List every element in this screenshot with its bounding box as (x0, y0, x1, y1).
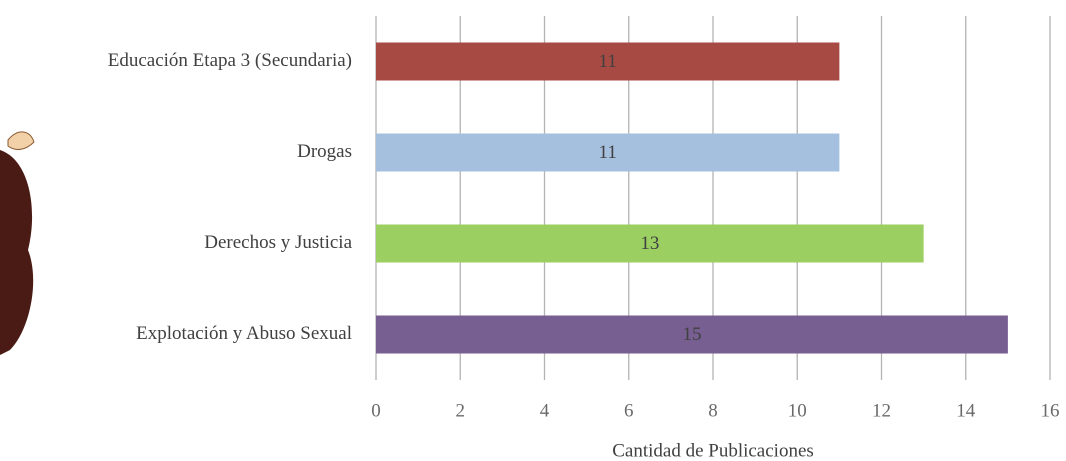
chart: Cantidad de Publicaciones 0 2 4 6 8 10 12 14 16 E… (0, 0, 1066, 461)
data-label: 15 (682, 324, 701, 345)
x-tick-label: 6 (624, 400, 634, 421)
x-tick-label: 2 (456, 400, 466, 421)
x-tick-label: 10 (788, 400, 807, 421)
x-tick-label: 8 (708, 400, 718, 421)
cartoon-figure (0, 150, 33, 355)
data-label: 11 (599, 142, 617, 163)
x-axis-title: Cantidad de Publicaciones (612, 440, 814, 461)
x-tick-label: 0 (371, 400, 381, 421)
y-tick-label: Derechos y Justicia (204, 232, 352, 253)
x-tick-label: 12 (872, 400, 891, 421)
x-tick-label: 16 (1041, 400, 1060, 421)
data-label: 11 (599, 51, 617, 72)
x-tick-label: 4 (540, 400, 550, 421)
cartoon-hand (8, 132, 34, 150)
page: Cantidad de Publicaciones 0 2 4 6 8 10 12 14 16 E… (0, 0, 1066, 461)
x-tick-label: 14 (956, 400, 976, 421)
decoration (0, 132, 34, 355)
y-tick-label: Explotación y Abuso Sexual (136, 323, 352, 344)
data-label: 13 (640, 233, 659, 254)
y-tick-label: Educación Etapa 3 (Secundaria) (108, 50, 352, 71)
y-tick-label: Drogas (297, 141, 352, 162)
